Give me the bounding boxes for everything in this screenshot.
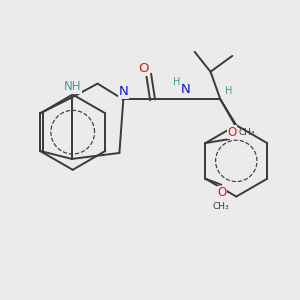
Text: O: O bbox=[218, 186, 227, 199]
Text: H: H bbox=[225, 85, 232, 96]
Text: NH: NH bbox=[64, 80, 82, 93]
Text: N: N bbox=[181, 83, 190, 96]
Text: N: N bbox=[118, 85, 128, 98]
Text: CH₃: CH₃ bbox=[239, 128, 255, 137]
Text: O: O bbox=[138, 62, 148, 75]
Text: O: O bbox=[227, 126, 237, 139]
Text: CH₃: CH₃ bbox=[213, 202, 230, 211]
Text: H: H bbox=[173, 76, 181, 87]
